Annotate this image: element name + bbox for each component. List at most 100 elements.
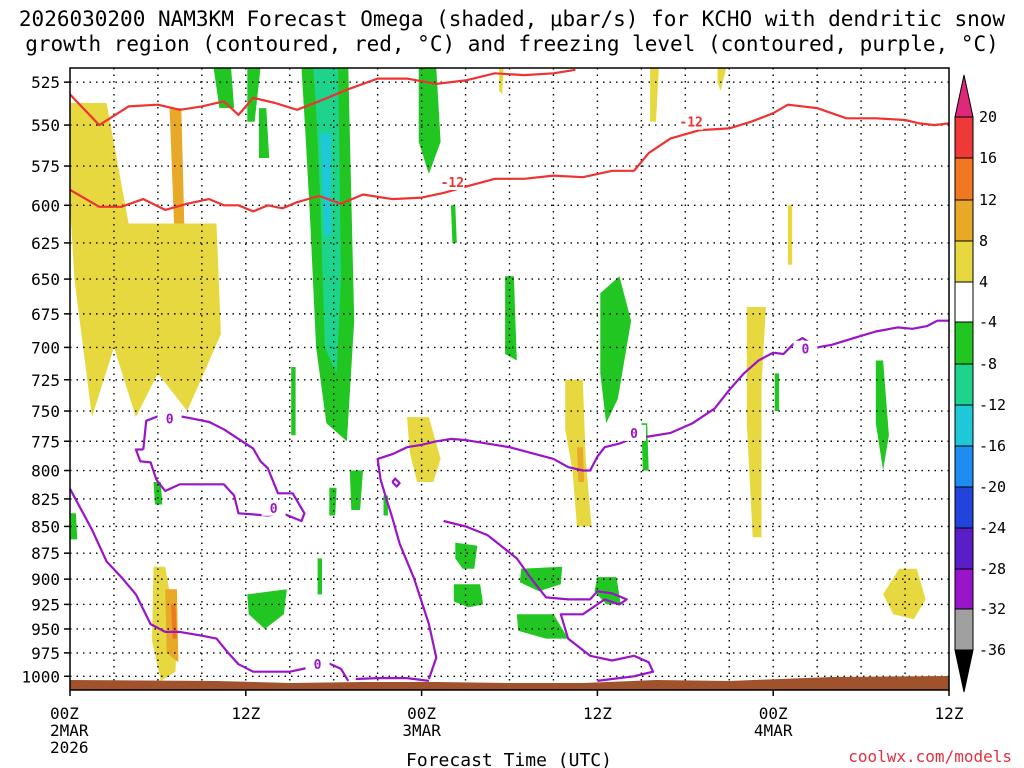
x-tick-label-24-0: 00Z	[407, 704, 436, 723]
y-tick-label-1000: 1000	[21, 667, 60, 686]
omega-region-neg-31	[455, 542, 478, 569]
colorbar-label-8: -16	[979, 437, 1006, 455]
y-tick-label-775: 775	[31, 432, 60, 451]
y-tick-label-875: 875	[31, 544, 60, 563]
chart-title-line-1: 2026030200 NAM3KM Forecast Omega (shaded…	[18, 7, 1006, 31]
freezing-label-a-bg	[157, 410, 182, 427]
x-tick-label-24-1: 3MAR	[402, 721, 441, 740]
colorbar-label-6: -8	[979, 355, 997, 373]
freezing-level-contour-4	[376, 319, 949, 680]
omega-region-neg-27	[291, 367, 296, 436]
omega-region-pos-5	[407, 417, 441, 482]
colorbar-band-10	[954, 486, 974, 529]
omega-region-neg-25	[774, 373, 780, 411]
y-tick-label-700: 700	[31, 338, 60, 357]
x-axis-label: Forecast Time (UTC)	[406, 750, 612, 768]
freezing-label-e-bg	[793, 340, 818, 357]
freezing-label-e: 0	[802, 343, 810, 358]
colorbar-label-10: -24	[979, 519, 1006, 537]
omega-region-neg-29	[329, 487, 337, 516]
omega-region-neg-19	[247, 68, 261, 122]
y-tick-label-525: 525	[31, 73, 60, 92]
freezing-level-contour-1	[70, 488, 350, 682]
dendritic-label-b-bg	[679, 113, 704, 130]
colorbar-band-8	[954, 404, 974, 447]
freezing-label-b-bg	[261, 499, 286, 516]
x-tick-label-0-0: 00Z	[50, 704, 79, 723]
y-tick-label-850: 850	[31, 517, 60, 536]
freezing-level-contour-2	[391, 477, 401, 488]
freezing-label-c-bg	[305, 656, 330, 673]
dendritic-label-b: -12	[679, 116, 702, 131]
colorbar-band-6	[954, 321, 974, 365]
freezing-label-b: 0	[270, 502, 278, 517]
dendritic-contour-1	[70, 103, 949, 213]
contour-layer: -12 -12 0 0 0 0 0	[70, 68, 949, 682]
colorbar-label-13: -36	[979, 641, 1006, 659]
freezing-label-a: 0	[166, 412, 174, 427]
y-tick-label-800: 800	[31, 462, 60, 481]
plot-frame	[69, 67, 950, 691]
omega-region-neg-33	[519, 566, 563, 592]
omega-region-neg-39	[70, 513, 78, 540]
y-tick-label-825: 825	[31, 490, 60, 509]
colorbar-label-1: 16	[979, 149, 997, 167]
y-tick-label-975: 975	[31, 644, 60, 663]
colorbar-band-5	[954, 281, 974, 323]
y-axis-pressure: 525 550 575 600 625 650 675 700 725 750 775 800 825 8…	[21, 73, 70, 686]
y-tick-label-625: 625	[31, 234, 60, 253]
omega-region-neg-32	[453, 584, 484, 608]
y-tick-label-725: 725	[31, 371, 60, 390]
omega-region-neg-16	[320, 133, 331, 236]
freezing-label-d: 0	[630, 427, 638, 442]
omega-region-neg-26	[875, 360, 889, 471]
y-tick-label-675: 675	[31, 305, 60, 324]
colorbar-top-cap	[954, 74, 974, 118]
omega-region-pos-8	[746, 307, 766, 538]
freezing-level-contour-0	[134, 412, 306, 523]
y-tick-label-750: 750	[31, 402, 60, 421]
colorbar-band-9	[954, 445, 974, 488]
omega-region-neg-34	[516, 614, 569, 639]
colorbar-band-3	[954, 199, 974, 242]
omega-region-pos-7	[576, 447, 585, 482]
pressure-time-grid	[70, 68, 949, 690]
omega-region-pos-13	[499, 68, 504, 95]
omega-region-pos-0	[70, 103, 221, 418]
x-tick-label-0-2: 2026	[50, 738, 89, 757]
colorbar-label-12: -32	[979, 600, 1006, 618]
colorbar-band-13	[954, 608, 974, 651]
omega-region-neg-21	[450, 205, 457, 243]
omega-region-neg-36	[247, 589, 287, 629]
colorbar-label-5: -4	[979, 313, 997, 331]
omega-region-neg-18	[259, 108, 270, 158]
y-tick-label-650: 650	[31, 270, 60, 289]
y-tick-label-600: 600	[31, 196, 60, 215]
omega-colorbar: 20 16 12 8 4 -4 -8 -12 -16 -20 -24 -28 -32 -36	[954, 74, 1006, 693]
omega-region-neg-20	[418, 68, 441, 174]
omega-region-neg-23	[600, 276, 632, 424]
plot-border	[69, 67, 950, 691]
colorbar-band-1	[954, 116, 974, 159]
x-tick-label-60-0: 12Z	[935, 704, 964, 723]
y-tick-label-550: 550	[31, 116, 60, 135]
colorbar-bottom-cap	[954, 649, 974, 693]
dendritic-label-a-bg	[440, 173, 465, 190]
y-tick-label-950: 950	[31, 620, 60, 639]
colorbar-label-0: 20	[979, 108, 997, 126]
omega-region-pos-9	[787, 205, 793, 265]
x-tick-label-48-0: 00Z	[759, 704, 788, 723]
omega-region-pos-11	[650, 68, 659, 122]
credit-link[interactable]: coolwx.com/models	[848, 747, 1012, 766]
omega-region-pos-3	[165, 589, 179, 663]
ground-fill	[70, 676, 949, 690]
colorbar-band-2	[954, 157, 974, 201]
colorbar-band-4	[954, 240, 974, 283]
y-tick-label-575: 575	[31, 157, 60, 176]
freezing-label-d-bg	[622, 424, 647, 441]
colorbar-band-12	[954, 568, 974, 610]
colorbar-label-4: 4	[979, 273, 988, 291]
omega-region-neg-22	[505, 276, 517, 361]
